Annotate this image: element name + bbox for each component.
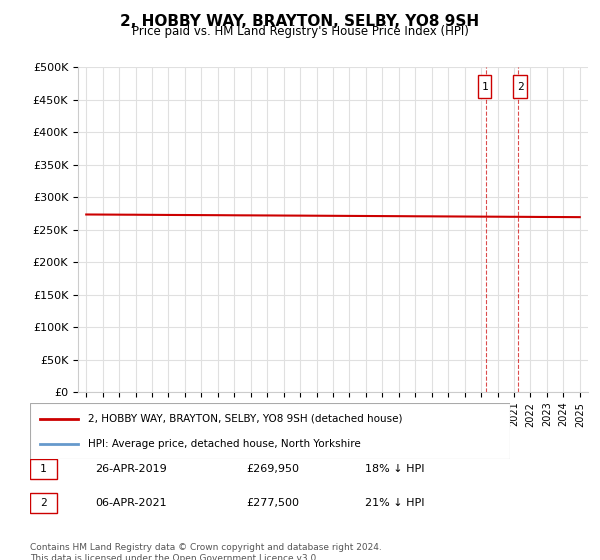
Text: 2, HOBBY WAY, BRAYTON, SELBY, YO8 9SH (detached house): 2, HOBBY WAY, BRAYTON, SELBY, YO8 9SH (d… xyxy=(88,414,402,424)
FancyBboxPatch shape xyxy=(514,75,527,99)
Text: HPI: Average price, detached house, North Yorkshire: HPI: Average price, detached house, Nort… xyxy=(88,438,361,449)
FancyBboxPatch shape xyxy=(478,75,491,99)
FancyBboxPatch shape xyxy=(30,459,57,479)
Text: Price paid vs. HM Land Registry's House Price Index (HPI): Price paid vs. HM Land Registry's House … xyxy=(131,25,469,38)
Text: £269,950: £269,950 xyxy=(246,464,299,474)
FancyBboxPatch shape xyxy=(30,493,57,513)
Text: 2: 2 xyxy=(40,498,47,508)
Text: 18% ↓ HPI: 18% ↓ HPI xyxy=(365,464,424,474)
Text: £277,500: £277,500 xyxy=(246,498,299,508)
Text: 1: 1 xyxy=(481,82,488,92)
Text: 21% ↓ HPI: 21% ↓ HPI xyxy=(365,498,424,508)
Text: 26-APR-2019: 26-APR-2019 xyxy=(95,464,167,474)
Text: Contains HM Land Registry data © Crown copyright and database right 2024.
This d: Contains HM Land Registry data © Crown c… xyxy=(30,543,382,560)
Text: 1: 1 xyxy=(40,464,47,474)
Text: 2: 2 xyxy=(517,82,523,92)
FancyBboxPatch shape xyxy=(30,403,510,459)
Text: 2, HOBBY WAY, BRAYTON, SELBY, YO8 9SH: 2, HOBBY WAY, BRAYTON, SELBY, YO8 9SH xyxy=(121,14,479,29)
Text: 06-APR-2021: 06-APR-2021 xyxy=(95,498,166,508)
